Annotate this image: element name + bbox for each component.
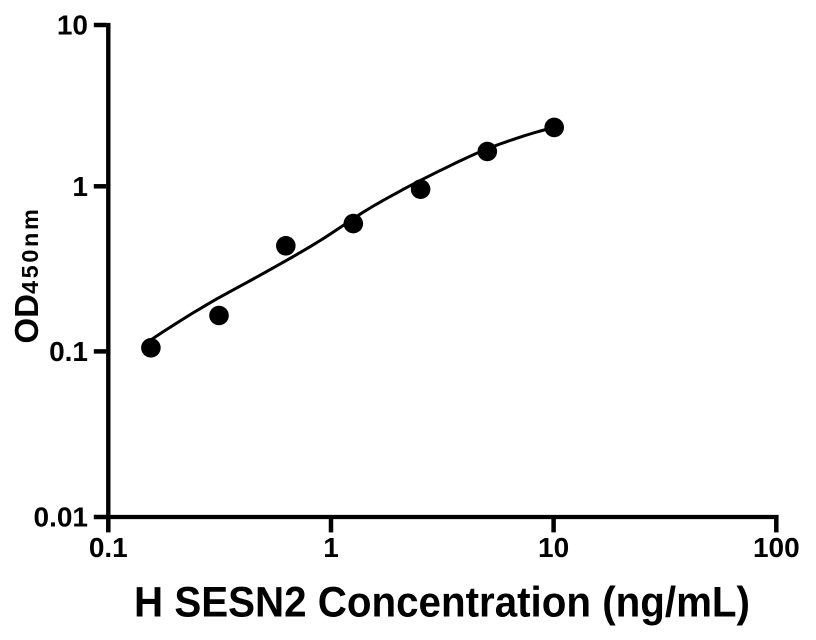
svg-text:0.1: 0.1 (89, 532, 128, 563)
svg-text:H SESN2 Concentration (ng/mL): H SESN2 Concentration (ng/mL) (134, 579, 750, 626)
svg-text:1: 1 (72, 171, 88, 202)
svg-text:100: 100 (753, 532, 800, 563)
svg-text:10: 10 (538, 532, 569, 563)
svg-text:0.1: 0.1 (49, 336, 88, 367)
svg-text:10: 10 (57, 10, 88, 41)
svg-text:0.01: 0.01 (34, 502, 89, 533)
svg-text:1: 1 (323, 532, 339, 563)
